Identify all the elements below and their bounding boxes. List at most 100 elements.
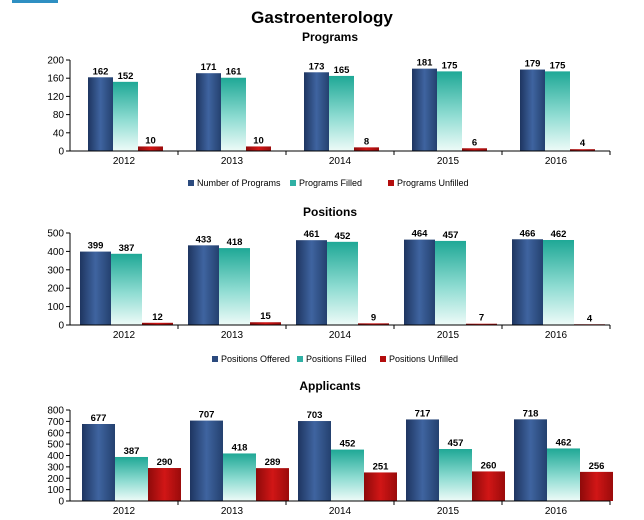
chart-3-x-tick: 2015 xyxy=(437,506,460,517)
chart-2-bar xyxy=(219,248,250,325)
chart-3-data-label: 418 xyxy=(232,442,248,453)
chart-1-bar xyxy=(354,147,379,151)
chart-2-data-label: 464 xyxy=(412,229,429,240)
chart-2-y-tick: 500 xyxy=(47,229,64,240)
chart-1-x-tick: 2013 xyxy=(221,156,244,167)
chart-2-data-label: 399 xyxy=(88,241,104,252)
chart-3-bar xyxy=(190,420,223,501)
chart-1-bar xyxy=(113,81,138,151)
chart-1-y-tick: 40 xyxy=(53,128,65,139)
chart-3-x-tick: 2012 xyxy=(113,506,136,517)
chart-1-data-label: 4 xyxy=(580,138,586,149)
chart-1-bar xyxy=(329,75,354,151)
chart-1-bar xyxy=(88,77,113,151)
chart-3-bar xyxy=(256,468,289,501)
chart-2-data-label: 433 xyxy=(196,234,212,245)
chart-2-bar xyxy=(188,245,219,325)
chart-3-x-tick: 2013 xyxy=(221,506,244,517)
chart-2-data-label: 466 xyxy=(520,228,536,239)
chart-1-bar xyxy=(304,72,329,151)
chart-3-data-label: 717 xyxy=(415,408,431,419)
chart-2-bar xyxy=(296,240,327,325)
chart-3-bar xyxy=(148,468,181,501)
chart-1-data-label: 179 xyxy=(525,59,541,70)
chart-2-y-tick: 400 xyxy=(47,247,64,258)
chart-1-legend-swatch xyxy=(188,180,194,186)
chart-1-data-label: 165 xyxy=(334,65,351,76)
chart-2-y-tick: 100 xyxy=(47,302,64,313)
chart-3-bar xyxy=(115,456,148,501)
chart-3-bar xyxy=(472,471,505,501)
chart-2-bar xyxy=(111,253,142,325)
chart-1-bar xyxy=(545,71,570,151)
chart-1-bar xyxy=(138,146,163,151)
chart-1-data-label: 171 xyxy=(201,62,218,73)
chart-2-data-label: 7 xyxy=(479,313,484,324)
chart-3-x-tick: 2014 xyxy=(329,506,352,517)
chart-1-bar xyxy=(462,148,487,151)
chart-1-x-tick: 2014 xyxy=(329,156,352,167)
chart-1-data-label: 173 xyxy=(309,61,325,72)
chart-1-y-tick: 160 xyxy=(47,74,64,85)
tab-marker xyxy=(12,0,58,3)
chart-2-x-tick: 2012 xyxy=(113,330,136,341)
chart-1-data-label: 6 xyxy=(472,137,477,148)
chart-1-data-label: 161 xyxy=(226,67,243,78)
chart-2-bar xyxy=(404,239,435,325)
chart-2-data-label: 15 xyxy=(260,311,271,322)
chart-3-data-label: 677 xyxy=(91,413,107,424)
chart-3-bar xyxy=(439,449,472,501)
chart-2-data-label: 452 xyxy=(335,231,351,242)
chart-2-data-label: 461 xyxy=(304,229,321,240)
chart-2-y-tick: 0 xyxy=(58,321,64,332)
page-title: Gastroenterology xyxy=(251,8,393,27)
chart-1-bar xyxy=(412,68,437,151)
chart-1-bar xyxy=(520,69,545,151)
chart-3-bar xyxy=(223,453,256,501)
chart-3-y-tick: 600 xyxy=(47,428,64,439)
chart-2-data-label: 4 xyxy=(587,313,593,324)
chart-2-data-label: 387 xyxy=(119,243,135,254)
chart-2-data-label: 12 xyxy=(152,312,163,323)
chart-2-bar xyxy=(142,322,173,325)
chart-3-title: Applicants xyxy=(299,379,361,393)
chart-2-bar xyxy=(80,251,111,325)
chart-3-data-label: 452 xyxy=(340,439,356,450)
chart-2-data-label: 457 xyxy=(443,230,459,241)
chart-3-bar xyxy=(82,423,115,501)
chart-2-bar xyxy=(512,239,543,325)
chart-2-bar xyxy=(358,323,389,325)
chart-1-legend-label: Programs Unfilled xyxy=(397,178,469,188)
chart-2-legend-label: Positions Unfilled xyxy=(389,354,458,364)
chart-3-y-tick: 500 xyxy=(47,440,64,451)
chart-2-legend-label: Positions Offered xyxy=(221,354,290,364)
chart-3-bar xyxy=(364,472,397,501)
chart-3-data-label: 462 xyxy=(556,437,572,448)
chart-2-data-label: 462 xyxy=(551,229,567,240)
chart-2-legend-label: Positions Filled xyxy=(306,354,367,364)
chart-2-bar xyxy=(250,322,281,325)
chart-3-y-tick: 300 xyxy=(47,462,64,473)
chart-1-bar xyxy=(246,146,271,151)
chart-1-title: Programs xyxy=(302,30,358,44)
chart-2-legend-swatch xyxy=(212,356,218,362)
chart-1-legend-swatch xyxy=(388,180,394,186)
chart-1-data-label: 152 xyxy=(118,71,134,82)
chart-1-y-tick: 0 xyxy=(58,147,64,158)
chart-1-x-tick: 2012 xyxy=(113,156,136,167)
chart-3-data-label: 707 xyxy=(199,410,215,421)
chart-3-data-label: 703 xyxy=(307,410,323,421)
chart-3-y-tick: 400 xyxy=(47,451,64,462)
chart-1-data-label: 162 xyxy=(93,66,109,77)
chart-3-bar xyxy=(406,419,439,501)
chart-1-data-label: 175 xyxy=(550,60,567,71)
chart-3-bar xyxy=(514,419,547,501)
chart-1-bar xyxy=(570,149,595,151)
chart-1-data-label: 10 xyxy=(253,135,264,146)
chart-1-bar xyxy=(221,77,246,151)
chart-3-y-tick: 800 xyxy=(47,406,64,417)
chart-1-data-label: 8 xyxy=(364,136,369,147)
chart-3-bar xyxy=(580,471,613,501)
chart-2-data-label: 9 xyxy=(371,312,376,323)
